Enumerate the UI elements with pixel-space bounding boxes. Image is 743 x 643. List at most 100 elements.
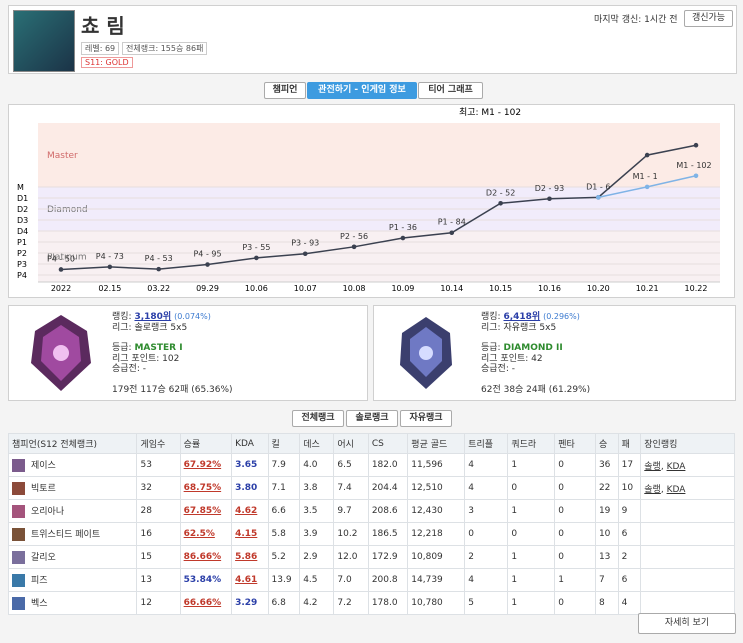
cell-value: 0 <box>468 529 474 539</box>
tab[interactable]: 티어 그래프 <box>418 82 483 99</box>
cell-value: 8 <box>598 598 605 608</box>
table-cell <box>640 591 735 615</box>
y-tick-label: P3 <box>17 260 27 269</box>
column-header[interactable]: 장인랭킹 <box>640 433 735 454</box>
filter-button[interactable]: 솔로랭크 <box>346 410 398 427</box>
table-cell: 피즈 <box>7 568 138 592</box>
point <box>693 173 699 179</box>
column-header[interactable]: 챔피언(S12 전체랭크) <box>7 433 138 454</box>
tab[interactable]: 챔피언 <box>264 82 306 99</box>
table-row: 트위스티드 페이트 16 62.5% 4.15 5.8 3.9 10.2 186.5 12,21… <box>7 522 735 546</box>
cell-value: 53.84% <box>183 575 222 585</box>
column-header[interactable]: KDA <box>231 433 269 454</box>
column-header[interactable]: 펜타 <box>554 433 596 454</box>
cell-value: 1 <box>511 552 518 562</box>
table-cell: 6 <box>617 568 642 592</box>
table-row: 갈리오 15 86.66% 5.86 5.2 2.9 12.0 172.9 10,809 2 1 0 1… <box>7 545 735 569</box>
table-cell: 0 <box>554 591 596 615</box>
rank-value[interactable]: 6,418위 <box>503 312 541 322</box>
table-cell: 10 <box>594 522 619 546</box>
table-cell: 6 <box>617 522 642 546</box>
champion-icon <box>12 482 25 495</box>
tab[interactable]: 관전하기 - 인게임 정보 <box>307 82 417 99</box>
promotion: 승급전: - <box>481 364 515 375</box>
cell-value: 0 <box>558 483 564 493</box>
column-header[interactable]: 승 <box>594 433 619 454</box>
column-header[interactable]: 쿼드라 <box>507 433 556 454</box>
mastery-link[interactable]: KDA <box>666 484 686 495</box>
more-button[interactable]: 자세히 보기 <box>638 613 736 634</box>
table-cell: 11,596 <box>407 453 466 477</box>
cell-value: 6.5 <box>337 460 352 470</box>
table-cell: 오리아나 <box>7 499 138 523</box>
table-cell: 67.92% <box>179 453 233 477</box>
table-cell: 1 <box>554 568 596 592</box>
x-tick-label: 10.21 <box>636 284 659 293</box>
table-cell: 178.0 <box>367 591 409 615</box>
table-cell: 22 <box>594 476 619 500</box>
rank-label: 랭킹: <box>481 312 501 322</box>
cell-value: 12,218 <box>411 529 443 539</box>
point-label: P4 - 50 <box>47 254 75 263</box>
peak-label: 최고: M1 - 102 <box>459 107 521 118</box>
table-cell: 7.4 <box>333 476 369 500</box>
cell-value: 10.2 <box>337 529 358 539</box>
band-label: Diamond <box>47 205 88 215</box>
mastery-link[interactable]: 솔랭 <box>644 484 661 495</box>
point <box>205 262 210 267</box>
cell-value: 6.6 <box>271 506 286 516</box>
table-cell: 12.0 <box>333 545 369 569</box>
mastery-link[interactable]: 솔랭 <box>644 461 661 472</box>
filter-button[interactable]: 전체랭크 <box>292 410 344 427</box>
table-cell: 200.8 <box>367 568 409 592</box>
y-tick-label: D1 <box>17 194 28 203</box>
cell-value: 9.7 <box>337 506 352 516</box>
record: 62전 38승 24패 (61.29%) <box>481 384 591 395</box>
cell-value: 208.6 <box>371 506 398 516</box>
cell-value: 6.8 <box>271 598 286 608</box>
table-cell: 13 <box>594 545 619 569</box>
column-header[interactable]: 평균 골드 <box>407 433 466 454</box>
cell-value: 19 <box>598 506 611 516</box>
table-cell: 1 <box>507 591 556 615</box>
refresh-button[interactable]: 갱신가능 <box>684 10 733 27</box>
cell-value: 7 <box>598 575 605 585</box>
column-header[interactable]: 게임수 <box>136 433 181 454</box>
column-header[interactable]: 어시 <box>333 433 369 454</box>
x-tick-label: 10.20 <box>587 284 610 293</box>
table-cell: 4 <box>464 568 509 592</box>
champion-name: 제이스 <box>31 461 56 471</box>
table-cell: 53.84% <box>179 568 233 592</box>
column-header[interactable]: 패 <box>617 433 642 454</box>
cell-value: 2 <box>621 552 628 562</box>
column-header[interactable]: 데스 <box>299 433 335 454</box>
series-line <box>60 144 697 271</box>
column-header[interactable]: 트리플 <box>464 433 509 454</box>
table-cell: 86.66% <box>179 545 233 569</box>
cell-value: 7.1 <box>271 483 286 493</box>
point-label: D1 - 6 <box>586 182 610 191</box>
filter-button[interactable]: 자유랭크 <box>400 410 452 427</box>
cell-value: 6 <box>621 529 628 539</box>
table-cell: 3.29 <box>231 591 269 615</box>
champion-icon <box>12 528 25 541</box>
cell-value: 10 <box>598 529 611 539</box>
rank-value[interactable]: 3,180위 <box>134 312 172 322</box>
cell-value: 200.8 <box>371 575 398 585</box>
cell-value: 182.0 <box>371 460 398 470</box>
column-header[interactable]: CS <box>367 433 409 454</box>
cell-value: 186.5 <box>371 529 398 539</box>
column-header[interactable]: 킬 <box>267 433 301 454</box>
cell-value: 3.9 <box>303 529 318 539</box>
league: 리그: 솔로랭크 5x5 <box>112 322 188 333</box>
table-cell: 7.9 <box>267 453 301 477</box>
table-cell: 10.2 <box>333 522 369 546</box>
cell-value: 15 <box>140 552 152 562</box>
band-label: Master <box>47 151 78 161</box>
table-cell: 7.2 <box>333 591 369 615</box>
record: 179전 117승 62패 (65.36%) <box>112 384 233 395</box>
table-cell: 6.8 <box>267 591 301 615</box>
champion-icon <box>12 551 25 564</box>
mastery-link[interactable]: KDA <box>666 461 686 472</box>
column-header[interactable]: 승률 <box>179 433 233 454</box>
